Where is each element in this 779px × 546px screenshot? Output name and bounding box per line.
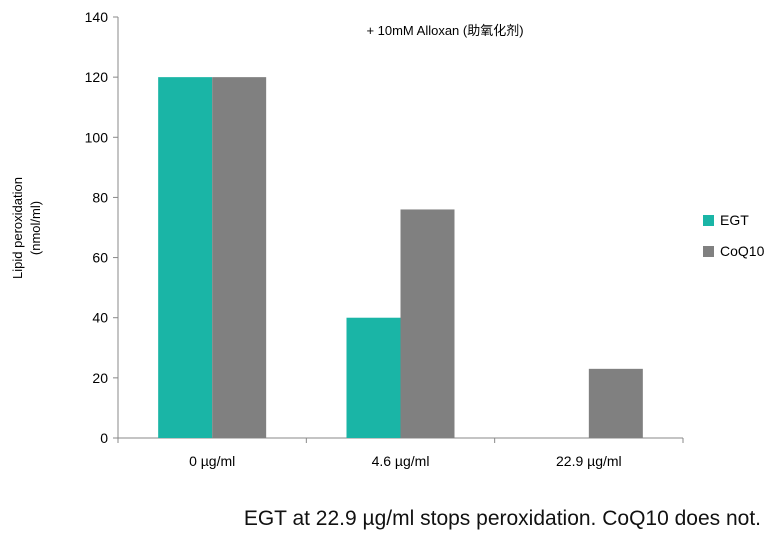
y-tick-label: 0 [100, 430, 108, 446]
chart-caption: EGT at 22.9 µg/ml stops peroxidation. Co… [243, 507, 761, 530]
y-tick-label: 80 [92, 189, 108, 205]
y-tick-label: 120 [85, 69, 109, 85]
legend-swatch-coq10 [703, 246, 714, 257]
chart-annotation: + 10mM Alloxan (助氧化剂) [366, 23, 523, 38]
legend-swatch-egt [703, 215, 714, 226]
bar-egt-0 [158, 77, 213, 439]
legend-label-coq10: CoQ10 [720, 243, 765, 259]
bar-chart: 0 20 40 60 80 100 120 140 0 µg/ml 4.6 µg/ml 22.9 … [10, 9, 765, 469]
bar-coq10-0 [212, 77, 267, 439]
y-tick-label: 20 [92, 370, 108, 386]
y-tick-label: 100 [85, 129, 109, 145]
bar-coq10-2 [588, 368, 643, 438]
y-tick-label: 60 [92, 250, 108, 266]
y-tick-label: 40 [92, 310, 108, 326]
x-category-label: 22.9 µg/ml [556, 453, 622, 469]
bar-coq10-1 [400, 209, 455, 438]
y-axis-title-line2: (nmol/ml) [28, 201, 43, 255]
bars-group [158, 77, 643, 439]
legend-label-egt: EGT [720, 212, 749, 228]
x-category-label: 4.6 µg/ml [372, 453, 430, 469]
x-category-label: 0 µg/ml [189, 453, 235, 469]
x-axis-ticks: 0 µg/ml 4.6 µg/ml 22.9 µg/ml [117, 438, 684, 469]
y-axis-ticks: 0 20 40 60 80 100 120 140 [85, 9, 118, 446]
bar-egt-1 [346, 317, 401, 438]
legend: EGT CoQ10 [703, 212, 765, 259]
y-tick-label: 140 [85, 9, 109, 25]
y-axis-title-line1: Lipid peroxidation [10, 177, 25, 279]
